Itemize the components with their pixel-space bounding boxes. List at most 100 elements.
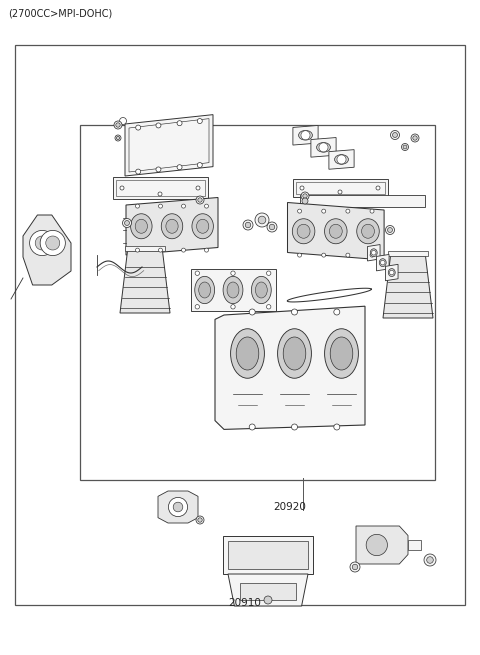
Circle shape [376,186,380,190]
Circle shape [135,248,140,252]
Circle shape [173,502,183,512]
Circle shape [303,194,307,198]
Circle shape [115,135,121,141]
Circle shape [255,213,269,227]
Circle shape [372,250,376,255]
Ellipse shape [199,282,211,298]
Circle shape [391,130,399,140]
Bar [388,251,428,256]
Circle shape [195,271,200,275]
Ellipse shape [379,259,386,267]
Polygon shape [293,126,318,145]
Bar [240,583,296,601]
Circle shape [381,261,385,265]
Circle shape [124,221,130,225]
Ellipse shape [317,143,330,152]
Circle shape [156,167,161,172]
Circle shape [249,309,255,315]
Circle shape [298,253,301,257]
Circle shape [197,162,202,168]
Circle shape [300,186,304,190]
Circle shape [346,253,350,257]
Circle shape [135,204,140,208]
Circle shape [319,143,328,152]
Polygon shape [215,306,365,430]
Ellipse shape [227,282,239,298]
Circle shape [181,204,185,208]
Ellipse shape [361,224,374,238]
Bar [300,195,425,207]
Circle shape [389,271,394,275]
Circle shape [40,231,65,255]
Circle shape [116,122,120,127]
Ellipse shape [252,276,271,304]
Circle shape [116,136,120,140]
Circle shape [424,554,436,566]
Circle shape [298,209,301,213]
Ellipse shape [236,337,259,370]
Circle shape [158,248,163,252]
Polygon shape [158,491,198,523]
Circle shape [267,222,277,232]
Circle shape [301,131,310,140]
Bar [408,540,421,550]
Ellipse shape [131,214,152,239]
Circle shape [136,125,141,130]
Circle shape [334,309,340,315]
Text: 20920: 20920 [274,502,306,512]
Circle shape [258,216,266,224]
Circle shape [338,190,342,194]
Circle shape [413,136,417,140]
Bar [191,269,276,311]
Text: 20910: 20910 [228,598,262,608]
Circle shape [366,534,387,555]
Bar [15,45,465,605]
Ellipse shape [196,219,209,233]
Circle shape [30,231,55,255]
Bar [112,177,207,199]
Ellipse shape [230,329,264,378]
Circle shape [231,305,235,309]
Ellipse shape [161,214,183,239]
Circle shape [302,198,308,204]
Ellipse shape [255,282,267,298]
Circle shape [158,204,163,208]
Ellipse shape [223,276,243,304]
Ellipse shape [292,219,315,244]
Circle shape [249,424,255,430]
Circle shape [269,224,275,230]
Circle shape [291,309,298,315]
Ellipse shape [166,219,178,233]
Circle shape [411,134,419,142]
Circle shape [370,209,374,213]
Polygon shape [368,244,380,261]
Ellipse shape [329,224,342,238]
Polygon shape [125,115,213,176]
Circle shape [266,305,271,309]
Circle shape [291,424,298,430]
Circle shape [196,196,204,204]
Bar [223,536,313,574]
Circle shape [120,186,124,190]
Ellipse shape [324,329,359,378]
Polygon shape [376,254,389,271]
Circle shape [197,119,202,124]
Circle shape [35,236,49,250]
Circle shape [136,169,141,174]
Circle shape [168,497,188,517]
Polygon shape [288,202,384,260]
Bar [292,179,387,197]
Bar [125,246,165,251]
Circle shape [385,225,395,234]
Ellipse shape [370,249,377,257]
Ellipse shape [297,224,310,238]
Bar [80,125,435,480]
Circle shape [350,562,360,572]
Circle shape [198,518,202,522]
Text: (2700CC>MPI-DOHC): (2700CC>MPI-DOHC) [8,8,112,18]
Circle shape [352,564,358,570]
Ellipse shape [357,219,379,244]
Ellipse shape [195,276,215,304]
Ellipse shape [388,269,395,276]
Circle shape [427,557,433,563]
